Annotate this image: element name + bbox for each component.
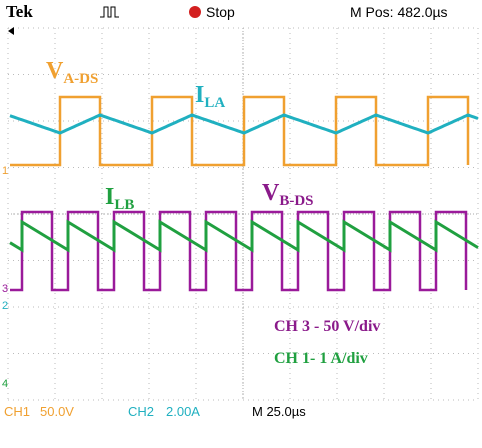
- position: M Pos: 482.0µs: [350, 4, 448, 20]
- label-sub: LA: [204, 95, 225, 111]
- label-main: I: [195, 82, 204, 108]
- scope-screen: Tek Stop M Pos: 482.0µs 1 3 2 4 VA-DS IL…: [0, 0, 482, 448]
- stop-indicator: [189, 6, 201, 18]
- footer-time: M 25.0µs: [252, 404, 306, 419]
- footer-ch1: CH1: [4, 404, 30, 419]
- brand: Tek: [6, 2, 33, 21]
- label-sub: A-DS: [63, 71, 98, 87]
- label-sub: B-DS: [279, 193, 313, 209]
- label-main: V: [46, 58, 64, 84]
- footer-ch2: CH2: [128, 404, 154, 419]
- footer-ch1-scale: 50.0V: [40, 404, 74, 419]
- label-sub: LB: [114, 197, 134, 213]
- marker-ch3: 3: [2, 283, 8, 295]
- label-main: I: [105, 184, 114, 210]
- ch1-scale-note: CH 1- 1 A/div: [274, 350, 368, 367]
- marker-ch1: 1: [2, 165, 8, 177]
- status: Stop: [206, 4, 235, 20]
- marker-ch2: 2: [2, 300, 8, 312]
- ch3-scale-note: CH 3 - 50 V/div: [274, 318, 380, 335]
- marker-ch4: 4: [2, 378, 8, 390]
- label-main: V: [262, 180, 280, 206]
- footer-ch2-scale: 2.00A: [166, 404, 200, 419]
